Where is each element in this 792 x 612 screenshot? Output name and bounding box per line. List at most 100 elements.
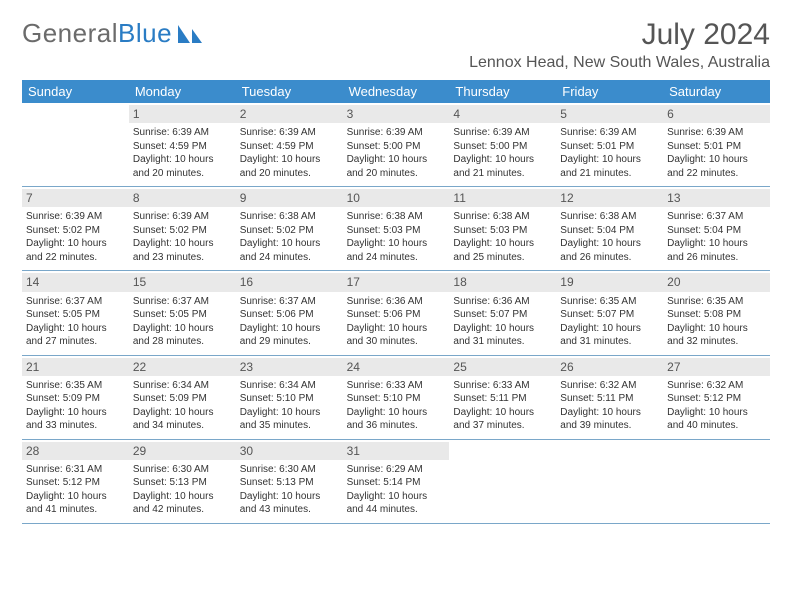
daylight-line-2: and 44 minutes.	[347, 503, 446, 517]
day-cell: 12Sunrise: 6:38 AMSunset: 5:04 PMDayligh…	[556, 187, 663, 270]
sunrise-line: Sunrise: 6:35 AM	[667, 295, 766, 309]
daylight-line-1: Daylight: 10 hours	[133, 153, 232, 167]
day-number: 8	[129, 189, 236, 207]
daylight-line-2: and 21 minutes.	[560, 167, 659, 181]
day-number: 1	[129, 105, 236, 123]
sunset-line: Sunset: 5:06 PM	[347, 308, 446, 322]
sunset-line: Sunset: 5:09 PM	[26, 392, 125, 406]
daylight-line-1: Daylight: 10 hours	[347, 406, 446, 420]
daylight-line-2: and 35 minutes.	[240, 419, 339, 433]
sunrise-line: Sunrise: 6:37 AM	[240, 295, 339, 309]
brand-sail-icon	[176, 23, 206, 45]
day-cell: 27Sunrise: 6:32 AMSunset: 5:12 PMDayligh…	[663, 356, 770, 439]
day-cell: 28Sunrise: 6:31 AMSunset: 5:12 PMDayligh…	[22, 440, 129, 523]
sunrise-line: Sunrise: 6:33 AM	[453, 379, 552, 393]
daylight-line-1: Daylight: 10 hours	[560, 322, 659, 336]
sunset-line: Sunset: 5:12 PM	[26, 476, 125, 490]
day-number: 20	[663, 273, 770, 291]
daylight-line-2: and 40 minutes.	[667, 419, 766, 433]
daylight-line-1: Daylight: 10 hours	[240, 490, 339, 504]
daylight-line-1: Daylight: 10 hours	[240, 153, 339, 167]
daylight-line-2: and 31 minutes.	[560, 335, 659, 349]
week-row: 21Sunrise: 6:35 AMSunset: 5:09 PMDayligh…	[22, 356, 770, 440]
day-header: Monday	[129, 80, 236, 103]
title-block: July 2024 Lennox Head, New South Wales, …	[469, 18, 770, 72]
week-row: 1Sunrise: 6:39 AMSunset: 4:59 PMDaylight…	[22, 103, 770, 187]
day-header: Wednesday	[343, 80, 450, 103]
day-cell: 13 Sunrise: 6:37 AMSunset: 5:04 PMDayligh…	[663, 187, 770, 270]
daylight-line-1: Daylight: 10 hours	[347, 237, 446, 251]
day-cell: 10 Sunrise: 6:38 AMSunset: 5:03 PMDayligh…	[343, 187, 450, 270]
empty-cell	[449, 440, 556, 523]
sunrise-line: Sunrise: 6:39 AM	[133, 210, 232, 224]
sunrise-line: Sunrise: 6:30 AM	[240, 463, 339, 477]
day-number: 22	[129, 358, 236, 376]
daylight-line-1: Daylight: 10 hours	[347, 490, 446, 504]
day-number: 4	[449, 105, 556, 123]
day-cell: 11Sunrise: 6:38 AMSunset: 5:03 PMDayligh…	[449, 187, 556, 270]
daylight-line-2: and 21 minutes.	[453, 167, 552, 181]
day-number: 25	[449, 358, 556, 376]
day-cell: 14Sunrise: 6:37 AMSunset: 5:05 PMDayligh…	[22, 271, 129, 354]
sunset-line: Sunset: 5:13 PM	[240, 476, 339, 490]
sunrise-line: Sunrise: 6:39 AM	[453, 126, 552, 140]
day-cell: 16Sunrise: 6:37 AMSunset: 5:06 PMDayligh…	[236, 271, 343, 354]
sunrise-line: Sunrise: 6:33 AM	[347, 379, 446, 393]
day-number: 5	[556, 105, 663, 123]
sunset-line: Sunset: 5:09 PM	[133, 392, 232, 406]
daylight-line-2: and 42 minutes.	[133, 503, 232, 517]
day-number: 10	[343, 189, 450, 207]
sunset-line: Sunset: 5:05 PM	[26, 308, 125, 322]
sunrise-line: Sunrise: 6:37 AM	[667, 210, 766, 224]
sunrise-line: Sunrise: 6:38 AM	[347, 210, 446, 224]
sunset-line: Sunset: 5:07 PM	[560, 308, 659, 322]
day-number: 6	[663, 105, 770, 123]
daylight-line-1: Daylight: 10 hours	[667, 406, 766, 420]
daylight-line-1: Daylight: 10 hours	[133, 406, 232, 420]
daylight-line-2: and 41 minutes.	[26, 503, 125, 517]
daylight-line-1: Daylight: 10 hours	[453, 237, 552, 251]
daylight-line-2: and 20 minutes.	[347, 167, 446, 181]
daylight-line-1: Daylight: 10 hours	[133, 237, 232, 251]
day-cell: 15Sunrise: 6:37 AMSunset: 5:05 PMDayligh…	[129, 271, 236, 354]
daylight-line-2: and 23 minutes.	[133, 251, 232, 265]
daylight-line-2: and 33 minutes.	[26, 419, 125, 433]
day-number: 27	[663, 358, 770, 376]
daylight-line-2: and 28 minutes.	[133, 335, 232, 349]
daylight-line-2: and 31 minutes.	[453, 335, 552, 349]
day-cell: 22Sunrise: 6:34 AMSunset: 5:09 PMDayligh…	[129, 356, 236, 439]
sunset-line: Sunset: 5:04 PM	[667, 224, 766, 238]
day-cell: 24Sunrise: 6:33 AMSunset: 5:10 PMDayligh…	[343, 356, 450, 439]
day-cell: 8Sunrise: 6:39 AMSunset: 5:02 PMDaylight…	[129, 187, 236, 270]
brand-part1: General	[22, 18, 118, 49]
daylight-line-1: Daylight: 10 hours	[667, 237, 766, 251]
location-text: Lennox Head, New South Wales, Australia	[469, 54, 770, 72]
daylight-line-2: and 22 minutes.	[26, 251, 125, 265]
daylight-line-2: and 30 minutes.	[347, 335, 446, 349]
empty-cell	[22, 103, 129, 186]
sunset-line: Sunset: 5:10 PM	[240, 392, 339, 406]
day-cell: 31Sunrise: 6:29 AMSunset: 5:14 PMDayligh…	[343, 440, 450, 523]
daylight-line-2: and 26 minutes.	[667, 251, 766, 265]
calendar: SundayMondayTuesdayWednesdayThursdayFrid…	[22, 80, 770, 524]
day-cell: 26Sunrise: 6:32 AMSunset: 5:11 PMDayligh…	[556, 356, 663, 439]
day-number: 11	[449, 189, 556, 207]
day-header: Saturday	[663, 80, 770, 103]
daylight-line-1: Daylight: 10 hours	[26, 490, 125, 504]
daylight-line-2: and 25 minutes.	[453, 251, 552, 265]
sunset-line: Sunset: 5:03 PM	[347, 224, 446, 238]
daylight-line-1: Daylight: 10 hours	[347, 153, 446, 167]
day-number: 19	[556, 273, 663, 291]
daylight-line-2: and 24 minutes.	[347, 251, 446, 265]
day-header: Thursday	[449, 80, 556, 103]
header: GeneralBlue July 2024 Lennox Head, New S…	[22, 18, 770, 72]
day-header: Tuesday	[236, 80, 343, 103]
sunrise-line: Sunrise: 6:30 AM	[133, 463, 232, 477]
day-number: 13	[663, 189, 770, 207]
day-cell: 7Sunrise: 6:39 AMSunset: 5:02 PMDaylight…	[22, 187, 129, 270]
day-number: 16	[236, 273, 343, 291]
daylight-line-1: Daylight: 10 hours	[560, 237, 659, 251]
brand-part2: Blue	[118, 18, 172, 49]
day-number: 14	[22, 273, 129, 291]
daylight-line-2: and 20 minutes.	[240, 167, 339, 181]
